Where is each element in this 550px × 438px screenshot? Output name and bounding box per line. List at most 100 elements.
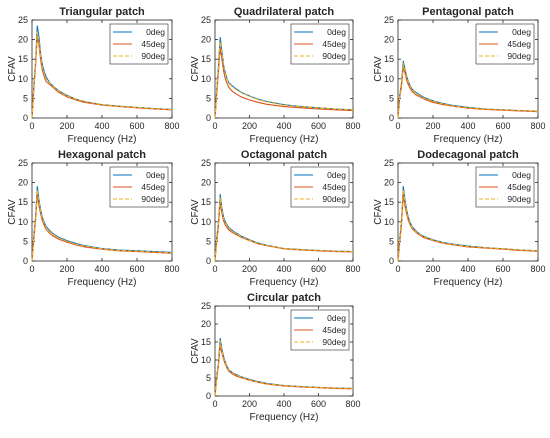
chart-title: Dodecagonal patch: [417, 149, 519, 161]
y-tick-label: 0: [389, 113, 394, 123]
y-tick-label: 15: [201, 197, 211, 207]
legend-label: 45deg: [322, 325, 346, 335]
series-line-90deg: [397, 62, 539, 119]
y-axis-label: CFAV: [7, 56, 18, 82]
legend: 0deg 45deg 90deg: [109, 166, 169, 208]
legend-label: 0deg: [327, 170, 346, 180]
series-line-90deg: [31, 189, 173, 262]
series-line-90deg: [397, 189, 539, 262]
y-tick-label: 25: [201, 301, 211, 311]
y-tick-label: 25: [201, 15, 211, 25]
series-line-90deg: [31, 31, 173, 119]
x-tick-label: 800: [530, 121, 545, 131]
x-tick-label: 200: [59, 121, 74, 131]
y-tick-label: 5: [206, 373, 211, 383]
y-tick-label: 25: [384, 15, 394, 25]
series-line-90deg: [214, 41, 354, 119]
y-tick-label: 10: [201, 74, 211, 84]
x-tick-label: 200: [242, 399, 257, 409]
series-line-45deg: [397, 193, 539, 262]
x-tick-label: 800: [345, 399, 360, 409]
legend-label: 45deg: [507, 182, 531, 192]
x-tick-label: 200: [59, 264, 74, 274]
x-axis-label: Frequency (Hz): [250, 134, 319, 145]
x-tick-label: 400: [460, 264, 475, 274]
legend-label: 90deg: [141, 194, 165, 204]
series-line-90deg: [214, 196, 354, 262]
y-tick-label: 0: [206, 391, 211, 401]
y-tick-label: 25: [384, 158, 394, 168]
x-tick-label: 600: [129, 264, 144, 274]
y-tick-label: 20: [201, 35, 211, 45]
chart-title: Quadrilateral patch: [234, 6, 335, 18]
legend-label: 90deg: [507, 51, 531, 61]
legend: 0deg 45deg 90deg: [475, 166, 535, 208]
x-tick-label: 200: [242, 264, 257, 274]
x-tick-label: 0: [212, 399, 217, 409]
x-tick-label: 800: [345, 264, 360, 274]
y-tick-label: 10: [201, 355, 211, 365]
x-tick-label: 0: [395, 121, 400, 131]
y-tick-label: 15: [18, 54, 28, 64]
y-tick-label: 10: [384, 74, 394, 84]
y-tick-label: 20: [384, 178, 394, 188]
x-tick-label: 800: [345, 121, 360, 131]
y-tick-label: 20: [384, 35, 394, 45]
y-tick-label: 10: [18, 74, 28, 84]
y-tick-label: 0: [389, 256, 394, 266]
legend: 0deg 45deg 90deg: [475, 23, 535, 65]
legend-label: 90deg: [322, 337, 346, 347]
y-tick-label: 0: [23, 256, 28, 266]
legend-label: 45deg: [141, 182, 165, 192]
x-tick-label: 600: [311, 121, 326, 131]
legend: 0deg 45deg 90deg: [290, 166, 350, 208]
y-tick-label: 0: [206, 113, 211, 123]
x-tick-label: 400: [94, 121, 109, 131]
x-tick-label: 400: [94, 264, 109, 274]
y-tick-label: 15: [384, 54, 394, 64]
y-tick-label: 15: [201, 337, 211, 347]
legend-label: 45deg: [507, 39, 531, 49]
y-tick-label: 5: [23, 93, 28, 103]
legend: 0deg 45deg 90deg: [290, 309, 350, 351]
y-tick-label: 0: [23, 113, 28, 123]
y-axis-label: CFAV: [373, 56, 384, 82]
x-tick-label: 800: [530, 264, 545, 274]
legend-label: 90deg: [507, 194, 531, 204]
x-axis-label: Frequency (Hz): [434, 277, 503, 288]
legend-label: 45deg: [141, 39, 165, 49]
y-tick-label: 0: [206, 256, 211, 266]
legend-label: 90deg: [322, 194, 346, 204]
y-tick-label: 20: [201, 319, 211, 329]
x-tick-label: 600: [495, 121, 510, 131]
legend-label: 0deg: [146, 170, 165, 180]
subplot-3: 0 200 400 600 800 0 5 10 15 20 25 Pentagonal patch F…: [373, 6, 546, 145]
x-tick-label: 800: [164, 264, 179, 274]
x-axis-label: Frequency (Hz): [68, 277, 137, 288]
legend-label: 45deg: [322, 182, 346, 192]
legend: 0deg 45deg 90deg: [109, 23, 169, 65]
x-tick-label: 0: [29, 121, 34, 131]
x-tick-label: 200: [425, 121, 440, 131]
y-tick-label: 20: [201, 178, 211, 188]
chart-title: Triangular patch: [59, 6, 145, 18]
legend-label: 0deg: [512, 170, 531, 180]
legend-label: 0deg: [146, 27, 165, 37]
y-tick-label: 5: [206, 93, 211, 103]
y-tick-label: 10: [201, 217, 211, 227]
y-tick-label: 5: [206, 236, 211, 246]
chart-title: Hexagonal patch: [58, 149, 146, 161]
x-tick-label: 0: [212, 121, 217, 131]
x-tick-label: 400: [276, 121, 291, 131]
series-line-45deg: [214, 46, 354, 119]
legend-label: 45deg: [322, 39, 346, 49]
y-tick-label: 10: [384, 217, 394, 227]
y-tick-label: 25: [18, 158, 28, 168]
y-tick-label: 25: [18, 15, 28, 25]
x-tick-label: 400: [460, 121, 475, 131]
y-axis-label: CFAV: [190, 199, 201, 225]
x-tick-label: 600: [495, 264, 510, 274]
x-tick-label: 0: [29, 264, 34, 274]
x-tick-label: 0: [212, 264, 217, 274]
